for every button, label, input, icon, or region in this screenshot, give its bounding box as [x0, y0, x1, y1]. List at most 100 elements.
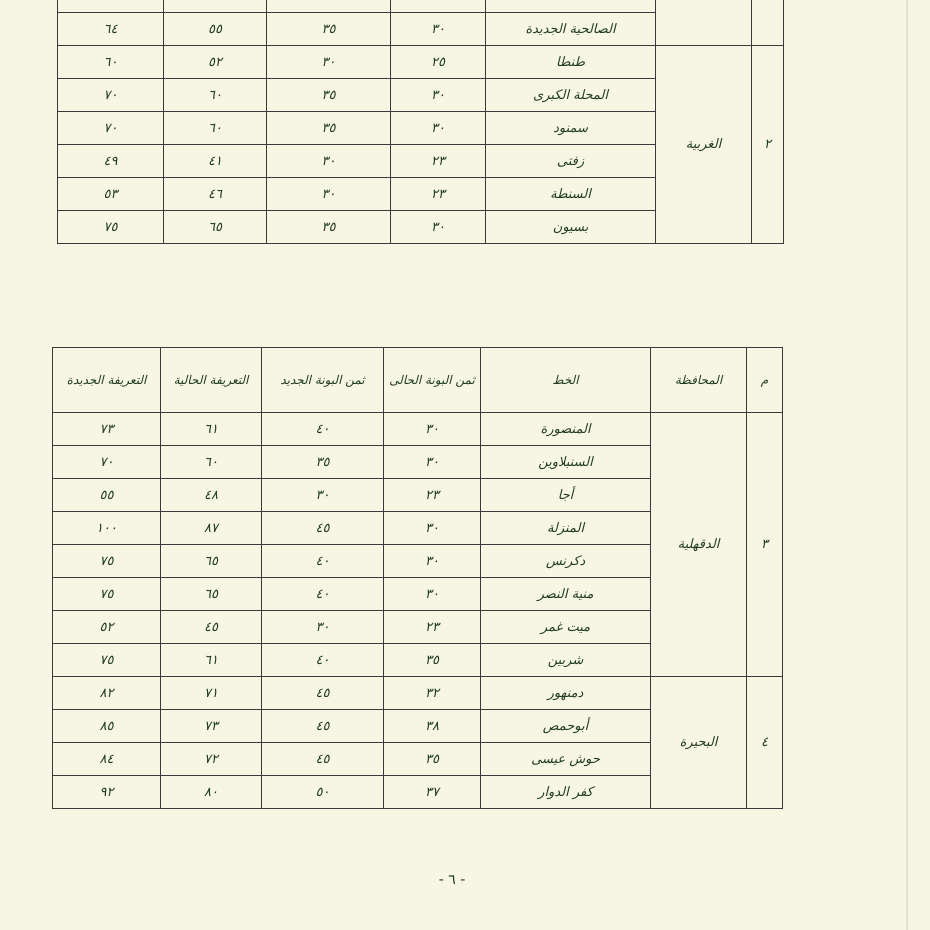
value-cell: ٧١ [160, 676, 262, 710]
number-cell [751, 0, 784, 46]
line-cell: بسيون [485, 210, 656, 244]
value-cell: ٨٤ [52, 742, 161, 776]
value-cell: ٦٥ [160, 544, 262, 578]
value-cell: ٣٠ [390, 12, 486, 46]
value-cell: ٤٦ [163, 177, 267, 211]
value-cell: ٤٠ [261, 643, 384, 677]
value-cell: ٦١ [160, 412, 262, 446]
header-cell: الخط [480, 347, 651, 413]
value-cell: ٣٠ [390, 78, 486, 112]
value-cell: ٦٠ [160, 445, 262, 479]
line-cell: أبوحمص [480, 709, 651, 743]
table-row: بسيون ٣٠ ٣٥ ٦٥ ٧٥ [57, 210, 784, 244]
line-cell: سمنود [485, 111, 656, 145]
value-cell: ٣٠ [390, 210, 486, 244]
value-cell: ٤٥ [261, 709, 384, 743]
line-cell: طنطا [485, 45, 656, 79]
line-cell: المحلة الكبرى [485, 78, 656, 112]
value-cell: ٧٥ [52, 544, 161, 578]
governorate-cell [655, 0, 752, 46]
value-cell: ٦١ [160, 643, 262, 677]
line-cell: المنصورة [480, 412, 651, 446]
value-cell: ٤٥ [261, 511, 384, 545]
value-cell: ٣٥ [383, 643, 481, 677]
value-cell: ٧٣ [160, 709, 262, 743]
table-row: دكرنس ٣٠ ٤٠ ٦٥ ٧٥ [52, 544, 783, 578]
value-cell: ٧٠ [52, 445, 161, 479]
table-row: شربين ٣٥ ٤٠ ٦١ ٧٥ [52, 643, 783, 677]
value-cell: ٧٥ [52, 643, 161, 677]
number-cell: ٢ [751, 45, 784, 244]
value-cell: ٨٥ [52, 709, 161, 743]
line-cell: السنبلاوين [480, 445, 651, 479]
value-cell: ٧٢ [160, 742, 262, 776]
value-cell: ٢٥ [390, 45, 486, 79]
table-row: حوش عيسى ٣٥ ٤٥ ٧٢ ٨٤ [52, 742, 783, 776]
value-cell: ٧٠ [57, 78, 164, 112]
cut-cell [266, 0, 391, 13]
line-cell: دمنهور [480, 676, 651, 710]
value-cell: ٨٧ [160, 511, 262, 545]
value-cell: ٤٠ [261, 577, 384, 611]
page-number: - ٦ - [438, 872, 466, 888]
table-row: ٣ الدقهلية المنصورة ٣٠ ٤٠ ٦١ ٧٣ [52, 412, 783, 677]
cut-cell [57, 0, 164, 13]
header-cell: ثمن البونة الجديد [261, 347, 384, 413]
value-cell: ٣٥ [266, 12, 391, 46]
value-cell: ٣٠ [383, 511, 481, 545]
line-cell: أجا [480, 478, 651, 512]
value-cell: ٧٣ [52, 412, 161, 446]
value-cell: ٦٠ [57, 45, 164, 79]
governorate-cell: الغربية [655, 45, 752, 244]
cut-cell [485, 0, 656, 13]
value-cell: ٧٥ [57, 210, 164, 244]
value-cell: ٢٣ [390, 177, 486, 211]
line-cell: منية النصر [480, 577, 651, 611]
line-cell: السنطة [485, 177, 656, 211]
table-row: منية النصر ٣٠ ٤٠ ٦٥ ٧٥ [52, 577, 783, 611]
table-row: زفتى ٢٣ ٣٠ ٤١ ٤٩ [57, 144, 784, 178]
header-row: م المحافظة الخط ثمن البونة الحالى ثمن البونة… [52, 347, 783, 413]
value-cell: ٣٥ [266, 78, 391, 112]
governorate-cell: الدقهلية [650, 412, 747, 677]
value-cell: ٤١ [163, 144, 267, 178]
header-cell: المحافظة [650, 347, 747, 413]
value-cell: ٩٢ [52, 775, 161, 809]
header-cell: ثمن البونة الحالى [383, 347, 481, 413]
top-table: الصالحية الجديدة ٣٠ ٣٥ ٥٥ ٦٤ ٢ الغربية طنطا ٢٥ ٣٠… [57, 0, 784, 244]
value-cell: ٥٠ [261, 775, 384, 809]
line-cell: كفر الدوار [480, 775, 651, 809]
value-cell: ٣٥ [261, 445, 384, 479]
value-cell: ٣٨ [383, 709, 481, 743]
header-cell: التعريفة الجديدة [52, 347, 161, 413]
value-cell: ٣٧ [383, 775, 481, 809]
line-cell: شربين [480, 643, 651, 677]
value-cell: ٦٠ [163, 78, 267, 112]
cut-cell [163, 0, 267, 13]
value-cell: ٣٥ [266, 210, 391, 244]
value-cell: ٥٥ [52, 478, 161, 512]
table-row: المنزلة ٣٠ ٤٥ ٨٧ ١٠٠ [52, 511, 783, 545]
value-cell: ٦٥ [160, 577, 262, 611]
table-row: ميت غمر ٢٣ ٣٠ ٤٥ ٥٢ [52, 610, 783, 644]
table-row: ٤ البحيرة دمنهور ٣٢ ٤٥ ٧١ ٨٢ [52, 676, 783, 809]
line-cell: دكرنس [480, 544, 651, 578]
value-cell: ٤٥ [261, 742, 384, 776]
value-cell: ٧٠ [57, 111, 164, 145]
line-cell: الصالحية الجديدة [485, 12, 656, 46]
value-cell: ٣٠ [261, 478, 384, 512]
governorate-cell: البحيرة [650, 676, 747, 809]
value-cell: ٨٠ [160, 775, 262, 809]
value-cell: ٦٥ [163, 210, 267, 244]
cut-row [57, 0, 784, 46]
line-cell: ميت غمر [480, 610, 651, 644]
value-cell: ٤٥ [160, 610, 262, 644]
value-cell: ١٠٠ [52, 511, 161, 545]
value-cell: ٦٠ [163, 111, 267, 145]
line-cell: حوش عيسى [480, 742, 651, 776]
value-cell: ٣٠ [266, 177, 391, 211]
value-cell: ٢٣ [383, 610, 481, 644]
value-cell: ٦٤ [57, 12, 164, 46]
number-cell: ٣ [746, 412, 783, 677]
value-cell: ٨٢ [52, 676, 161, 710]
